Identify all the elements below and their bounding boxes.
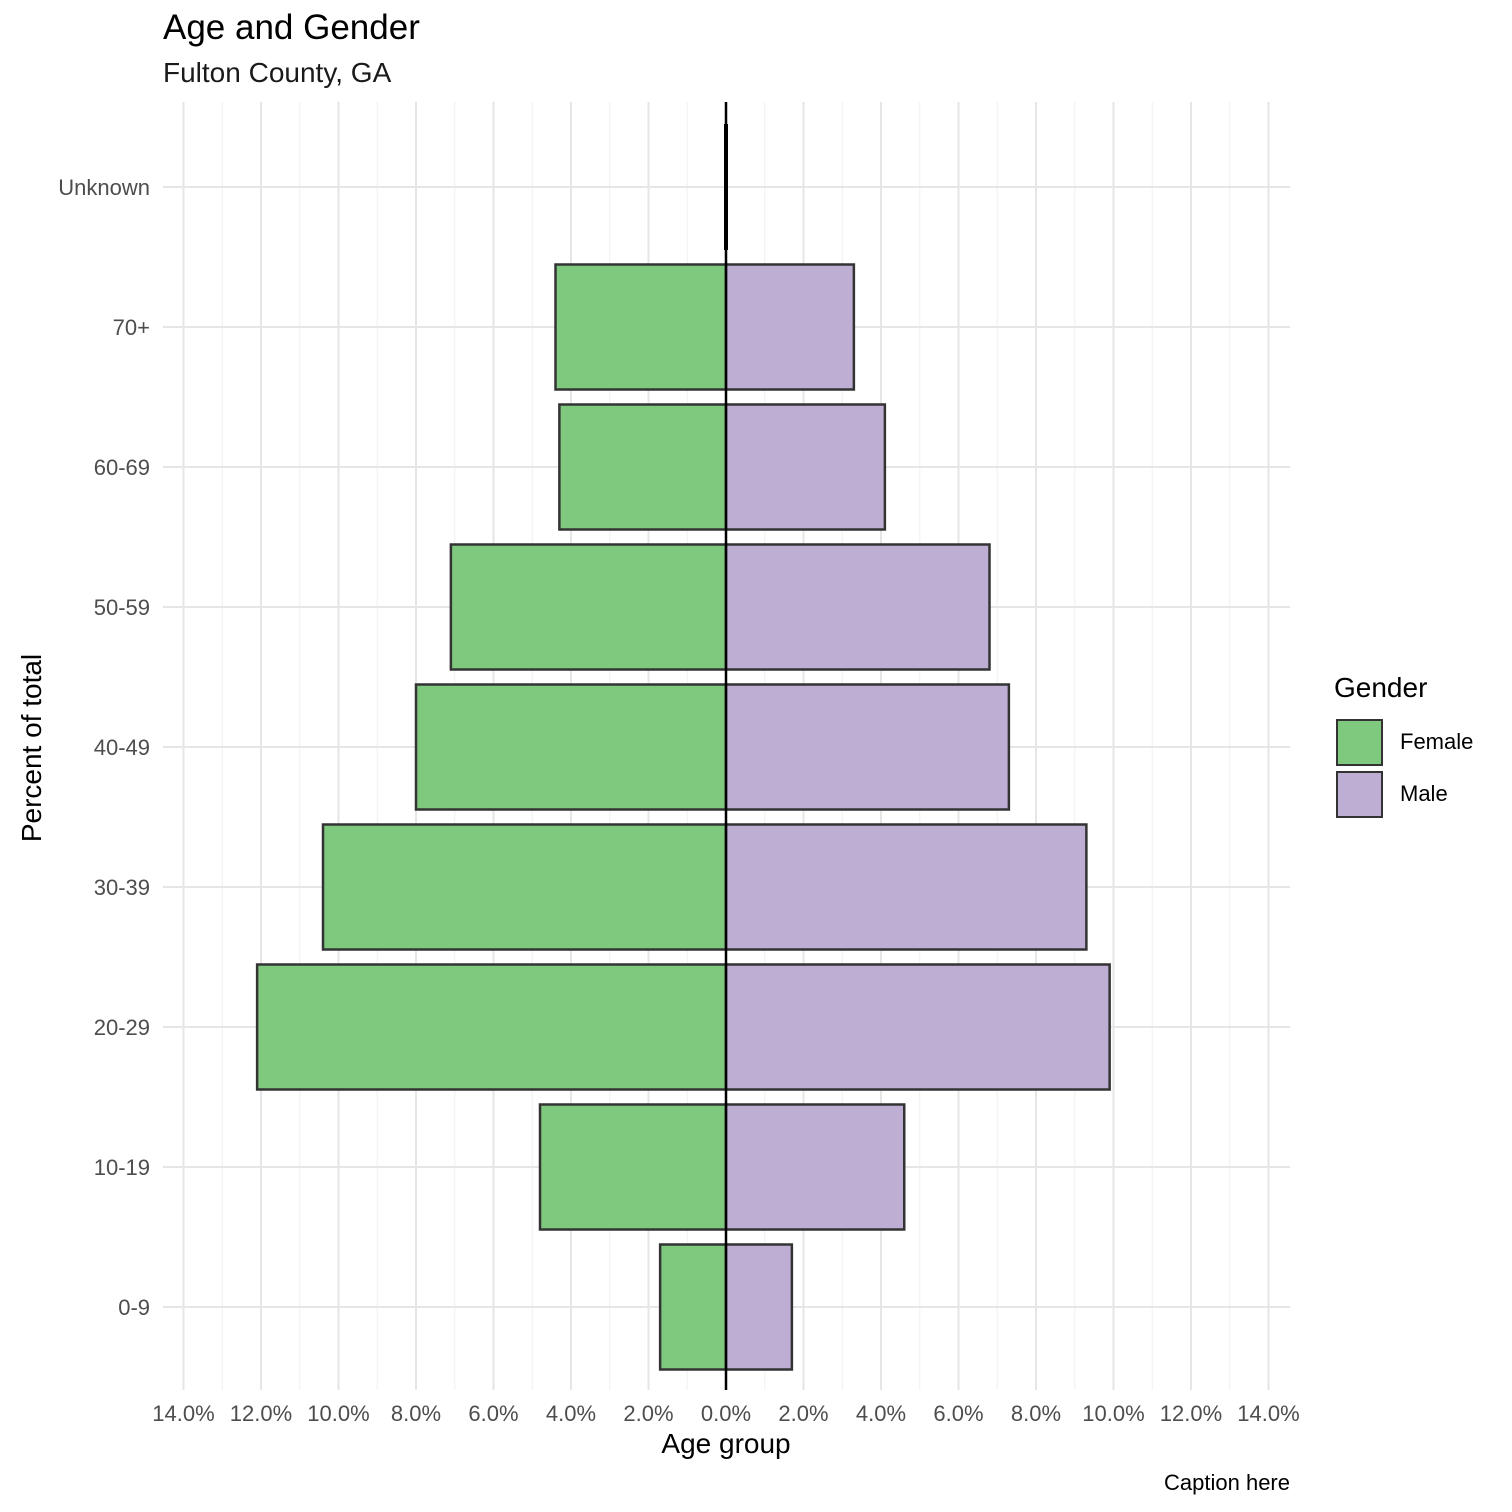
x-tick-label: 4.0%: [856, 1401, 906, 1426]
x-tick-label: 8.0%: [1011, 1401, 1061, 1426]
legend-title: Gender: [1334, 672, 1428, 703]
y-tick-label: 40-49: [94, 735, 150, 760]
bar-female-40-49: [414, 683, 728, 811]
y-tick-label: 20-29: [94, 1015, 150, 1040]
y-tick-label: 0-9: [118, 1295, 150, 1320]
legend-label-female: Female: [1400, 729, 1474, 754]
chart-caption: Caption here: [1164, 1470, 1290, 1495]
bar-female-20-29: [255, 963, 728, 1091]
x-tick-label: 10.0%: [307, 1401, 369, 1426]
bar-male-20-29: [724, 963, 1111, 1091]
bar-male-0-9: [724, 1243, 794, 1371]
bar-female-60-69: [558, 403, 728, 531]
bar-male-40-49: [724, 683, 1011, 811]
x-tick-label: 14.0%: [152, 1401, 214, 1426]
chart-subtitle: Fulton County, GA: [163, 57, 392, 88]
legend-label-male: Male: [1400, 781, 1448, 806]
x-tick-label: 10.0%: [1082, 1401, 1144, 1426]
legend-key-male: [1336, 770, 1383, 818]
x-tick-label: 12.0%: [1160, 1401, 1222, 1426]
y-tick-label: 60-69: [94, 455, 150, 480]
x-tick-label: 6.0%: [468, 1401, 518, 1426]
bar-male-50-59: [724, 543, 991, 671]
y-tick-label: 30-39: [94, 875, 150, 900]
bar-female-70+: [554, 263, 728, 391]
legend: Gender Female Male: [1334, 672, 1473, 820]
y-axis-title: Percent of total: [16, 653, 47, 843]
bars: [255, 102, 1111, 1390]
bar-male-30-39: [724, 823, 1088, 951]
legend-key-female: [1336, 718, 1383, 766]
bar-male-70+: [724, 263, 856, 391]
x-tick-label: 12.0%: [230, 1401, 292, 1426]
x-tick-label: 2.0%: [623, 1401, 673, 1426]
x-tick-label: 0.0%: [701, 1401, 751, 1426]
bar-male-60-69: [724, 403, 887, 531]
bar-female-0-9: [658, 1243, 728, 1371]
y-tick-label: 70+: [113, 315, 150, 340]
bar-female-50-59: [449, 543, 728, 671]
x-tick-label: 4.0%: [546, 1401, 596, 1426]
x-tick-label: 14.0%: [1237, 1401, 1299, 1426]
axis-labels: 0-9 10-19 20-29 30-39 40-49 50-59 60-69 70+ Unkn…: [58, 175, 1299, 1426]
legend-item-female: Female: [1334, 716, 1473, 768]
x-tick-label: 2.0%: [778, 1401, 828, 1426]
y-tick-label: 10-19: [94, 1155, 150, 1180]
x-tick-label: 6.0%: [933, 1401, 983, 1426]
x-axis-title: Age group: [661, 1428, 791, 1459]
chart-title: Age and Gender: [163, 8, 420, 47]
legend-item-male: Male: [1334, 768, 1473, 820]
bar-male-10-19: [724, 1103, 906, 1231]
y-tick-label: 50-59: [94, 595, 150, 620]
bar-female-30-39: [321, 823, 728, 951]
x-tick-label: 8.0%: [391, 1401, 441, 1426]
y-tick-label: Unknown: [58, 175, 150, 200]
bar-female-10-19: [538, 1103, 728, 1231]
